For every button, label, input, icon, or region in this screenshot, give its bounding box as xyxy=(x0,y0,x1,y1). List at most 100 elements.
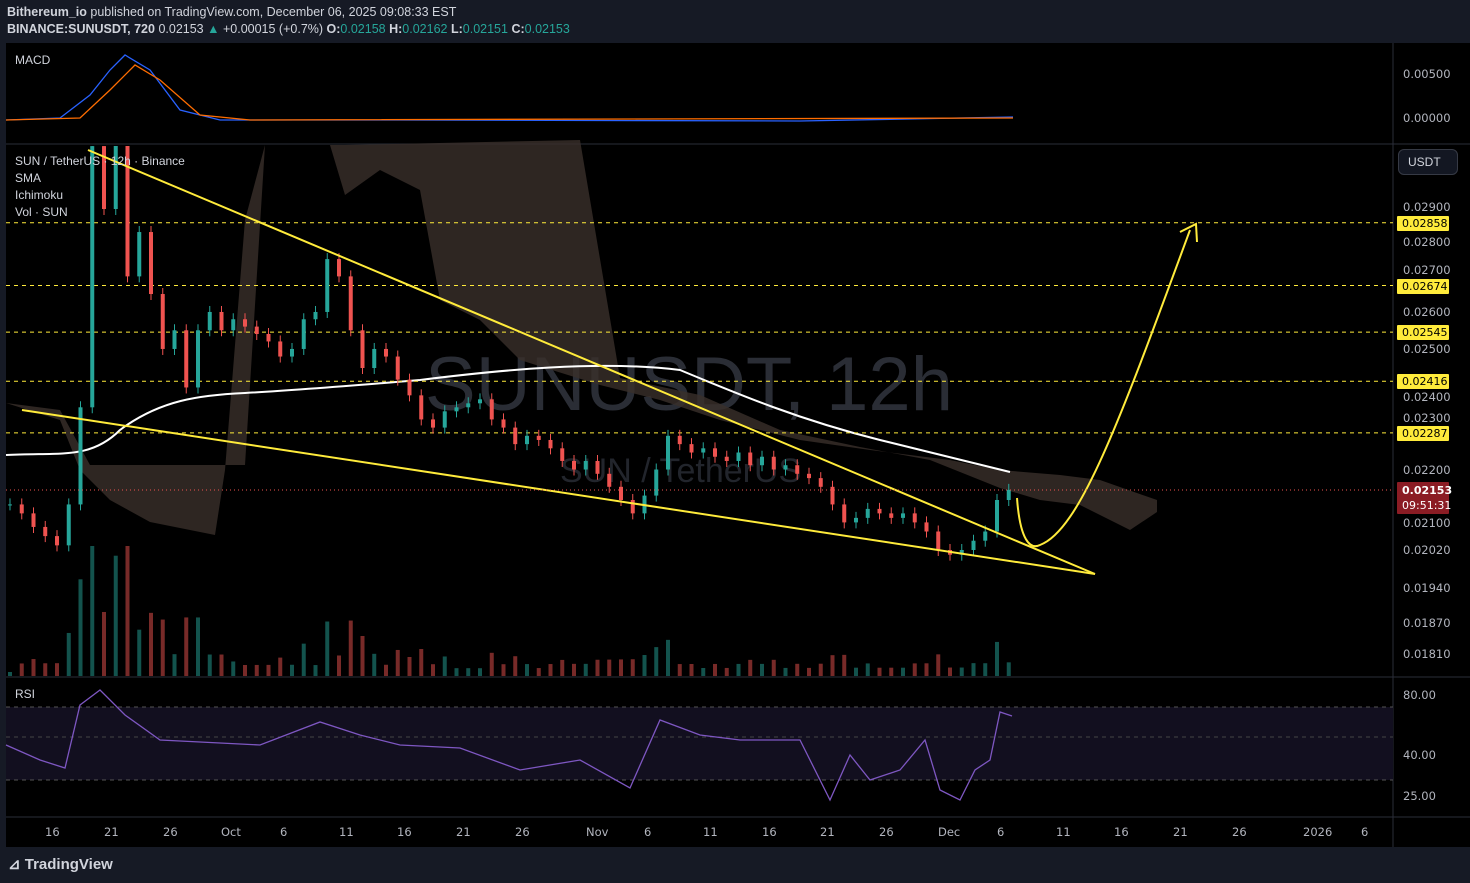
watermark-title: SUNUSDT, 12h xyxy=(425,342,953,427)
volume-bar xyxy=(113,555,118,676)
time-tick: 6 xyxy=(280,825,288,839)
candle xyxy=(466,403,471,408)
candle xyxy=(254,326,259,334)
volume-bar xyxy=(419,649,424,676)
candle xyxy=(924,522,929,532)
candle xyxy=(442,411,447,428)
current-price-tag: 0.02153 09:51:31 xyxy=(1397,482,1452,514)
macd-line xyxy=(5,54,1014,122)
rsi-legend[interactable]: RSI xyxy=(15,687,36,701)
symbol-info: BINANCE:SUNUSDT, 720 0.02153 ▲ +0.00015 … xyxy=(7,22,570,36)
candle xyxy=(525,435,529,445)
volume-bar xyxy=(701,667,706,676)
volume-bar xyxy=(642,655,647,676)
volume-bar xyxy=(489,652,494,676)
sma-legend[interactable]: SMA xyxy=(15,171,42,185)
candle xyxy=(501,419,506,428)
volume-bar xyxy=(66,632,71,676)
volume-bar xyxy=(760,663,764,676)
volume-bar xyxy=(466,668,471,676)
ichimoku-legend[interactable]: Ichimoku xyxy=(15,188,64,202)
volume-bar xyxy=(924,663,929,676)
candle xyxy=(607,473,612,487)
volume-bar xyxy=(619,659,623,676)
volume-bar xyxy=(689,663,694,676)
time-tick: 16 xyxy=(397,825,412,839)
price-tick: 0.02900 xyxy=(1403,200,1451,214)
volume-bar xyxy=(196,617,200,676)
volume-bar xyxy=(384,664,388,676)
candle xyxy=(313,311,318,320)
candle xyxy=(384,348,388,357)
candle xyxy=(78,407,83,505)
volume-bar xyxy=(231,661,236,676)
tradingview-logo[interactable]: ⊿ TradingView xyxy=(8,856,113,873)
candle xyxy=(995,499,999,532)
vol-legend[interactable]: Vol · SUN xyxy=(15,205,68,219)
candle xyxy=(290,348,294,357)
candle xyxy=(55,536,59,546)
main-legend[interactable]: SUN / TetherUS · 12h · Binance xyxy=(15,154,185,168)
volume-bar xyxy=(807,667,811,676)
candle xyxy=(877,508,882,514)
currency-button[interactable]: USDT xyxy=(1398,149,1458,175)
candle xyxy=(983,531,988,541)
volume-bar xyxy=(137,629,142,676)
candle xyxy=(278,341,283,357)
candle xyxy=(560,448,565,461)
candle xyxy=(536,435,541,440)
volume-bar xyxy=(407,656,412,676)
candle xyxy=(701,448,706,453)
candle xyxy=(125,146,130,277)
price-tick: 0.02020 xyxy=(1403,543,1451,557)
candle xyxy=(783,465,788,470)
volume-bar xyxy=(572,663,576,676)
volume-bar xyxy=(912,663,917,676)
candle xyxy=(19,504,24,514)
macd-legend[interactable]: MACD xyxy=(15,53,51,67)
volume-bar xyxy=(995,641,999,676)
rsi-tick: 80.00 xyxy=(1403,688,1436,702)
volume-bar xyxy=(1006,662,1011,676)
candle xyxy=(137,232,142,277)
candle xyxy=(713,448,717,457)
volume-bar xyxy=(865,663,870,676)
candle xyxy=(548,439,553,449)
trendline-lower xyxy=(21,409,1096,575)
volume-bar xyxy=(219,654,224,676)
volume-bar xyxy=(783,667,788,676)
volume-bar xyxy=(889,667,894,676)
macd-signal xyxy=(5,64,1014,121)
time-tick: 16 xyxy=(45,825,60,839)
price-tick: 0.02200 xyxy=(1403,462,1451,477)
volume-bar xyxy=(877,667,882,676)
volume-bar xyxy=(536,668,541,676)
time-tick: 6 xyxy=(997,825,1005,839)
candle xyxy=(912,513,917,523)
candle xyxy=(771,456,776,470)
candle xyxy=(102,146,106,209)
candle xyxy=(207,311,212,331)
volume-bar xyxy=(301,643,306,676)
volume-bar xyxy=(348,620,353,676)
candle xyxy=(724,456,729,461)
candle xyxy=(231,319,236,331)
time-tick: 6 xyxy=(1361,825,1369,839)
candle xyxy=(818,478,823,487)
time-tick: 11 xyxy=(339,825,354,839)
level-tag: 0.02858 xyxy=(1397,215,1449,231)
volume-bar xyxy=(160,619,165,676)
candle xyxy=(113,146,118,209)
macd-tick: 0.00500 xyxy=(1403,67,1451,81)
volume-bar xyxy=(525,664,529,676)
candle xyxy=(243,319,247,327)
candle xyxy=(583,460,588,470)
volume-bar xyxy=(736,663,741,676)
level-tag: 0.02416 xyxy=(1397,374,1449,390)
candle xyxy=(395,356,400,380)
volume-bar xyxy=(501,664,506,676)
time-tick: 2026 xyxy=(1303,825,1333,839)
publish-info: Bithereum_io published on TradingView.co… xyxy=(7,5,457,19)
volume-bar xyxy=(55,663,59,676)
